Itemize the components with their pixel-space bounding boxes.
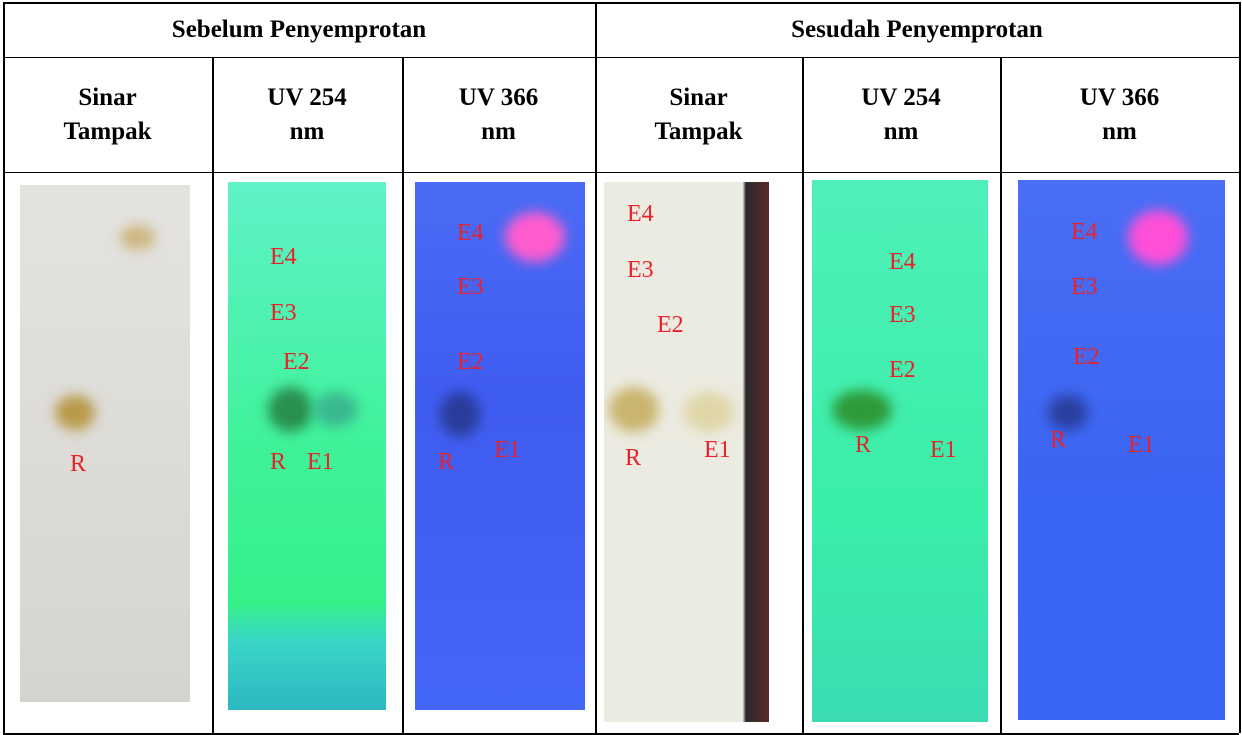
col-line: [1239, 2, 1241, 733]
spot-label: E2: [457, 350, 484, 374]
spot-label: E4: [1071, 220, 1098, 244]
spot-label: E1: [307, 450, 334, 474]
spot: [609, 387, 659, 432]
spot: [55, 395, 95, 430]
spot: [120, 225, 155, 250]
column-header: UV 254 nm: [212, 57, 402, 172]
spot-label: R: [625, 446, 641, 470]
row-line: [3, 172, 1239, 173]
column-header: Sinar Tampak: [3, 57, 212, 172]
column-header: Sinar Tampak: [595, 57, 802, 172]
spot: [268, 387, 313, 432]
column-header-text: UV 366 nm: [1060, 81, 1180, 149]
spot-label: E1: [930, 438, 957, 462]
group-header: Sesudah Penyemprotan: [595, 2, 1239, 57]
column-header: UV 254 nm: [802, 57, 1000, 172]
spot-label: E3: [457, 275, 484, 299]
spot-label: R: [70, 452, 86, 476]
spot-label: E2: [889, 358, 916, 382]
spot-label: E1: [494, 438, 521, 462]
column-header-text: Sinar Tampak: [639, 81, 759, 149]
spot-label: E3: [1071, 275, 1098, 299]
spot-label: R: [438, 450, 454, 474]
spot: [1048, 395, 1088, 430]
column-header: UV 366 nm: [402, 57, 595, 172]
spot: [505, 212, 565, 262]
tlc-plate: [20, 185, 190, 702]
column-header-text: Sinar Tampak: [48, 81, 168, 149]
spot-label: E4: [889, 250, 916, 274]
spot: [684, 392, 734, 432]
spot: [1128, 210, 1188, 265]
spot-label: E4: [457, 221, 484, 245]
spot-label: R: [1050, 428, 1066, 452]
spot: [832, 390, 892, 430]
spot-label: E4: [270, 245, 297, 269]
spot-label: E4: [627, 202, 654, 226]
spot: [313, 392, 358, 427]
column-header-text: UV 254 nm: [247, 81, 367, 149]
spot-label: R: [855, 433, 871, 457]
column-header: UV 366 nm: [1000, 57, 1239, 172]
spot-label: E2: [657, 313, 684, 337]
spot-label: E1: [1128, 433, 1155, 457]
column-header-text: UV 366 nm: [439, 81, 559, 149]
spot-label: E2: [1073, 345, 1100, 369]
spot-label: E3: [889, 303, 916, 327]
tlc-plate: [228, 182, 386, 710]
spot-label: E1: [704, 438, 731, 462]
page: Sebelum PenyemprotanSesudah Penyemprotan…: [0, 0, 1242, 735]
spot-label: E2: [283, 350, 310, 374]
column-header-text: UV 254 nm: [841, 81, 961, 149]
spot: [440, 392, 480, 437]
spot-label: E3: [627, 258, 654, 282]
spot-label: E3: [270, 301, 297, 325]
group-header: Sebelum Penyemprotan: [3, 2, 595, 57]
spot-label: R: [270, 450, 286, 474]
